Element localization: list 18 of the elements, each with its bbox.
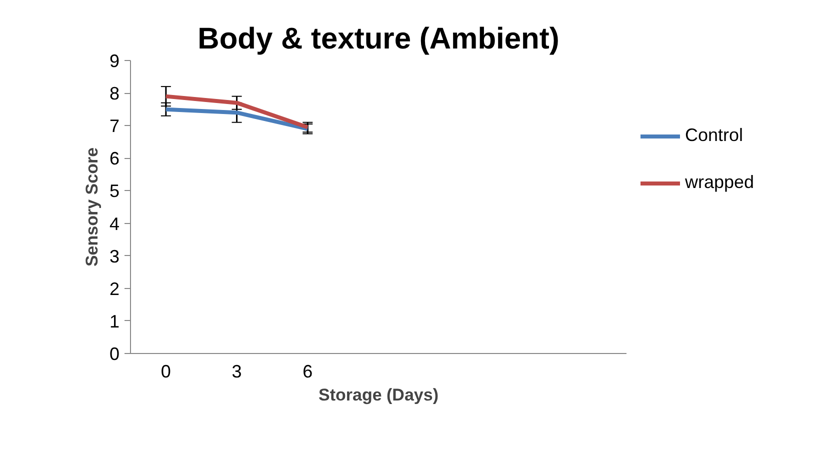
y-axis-title: Sensory Score (82, 147, 102, 267)
chart-title: Body & texture (Ambient) (198, 22, 560, 56)
y-tick-label: 4 (109, 214, 120, 234)
y-tick-label: 1 (109, 311, 120, 332)
y-tick-label: 6 (109, 148, 120, 169)
x-tick-label: 0 (160, 362, 171, 382)
y-tick-label: 8 (109, 84, 120, 104)
y-tick-label: 7 (109, 116, 120, 136)
y-tick-label: 2 (109, 278, 120, 299)
y-tick-label: 9 (109, 51, 120, 71)
x-axis-title: Storage (Days) (318, 386, 438, 404)
x-tick-label: 6 (302, 362, 313, 382)
legend-label: Control (685, 125, 744, 146)
legend-label: wrapped (685, 172, 754, 193)
y-tick-label: 0 (109, 344, 120, 364)
x-tick-label: 3 (232, 362, 242, 382)
y-tick-label: 5 (109, 181, 120, 202)
y-tick-label: 3 (109, 246, 120, 266)
